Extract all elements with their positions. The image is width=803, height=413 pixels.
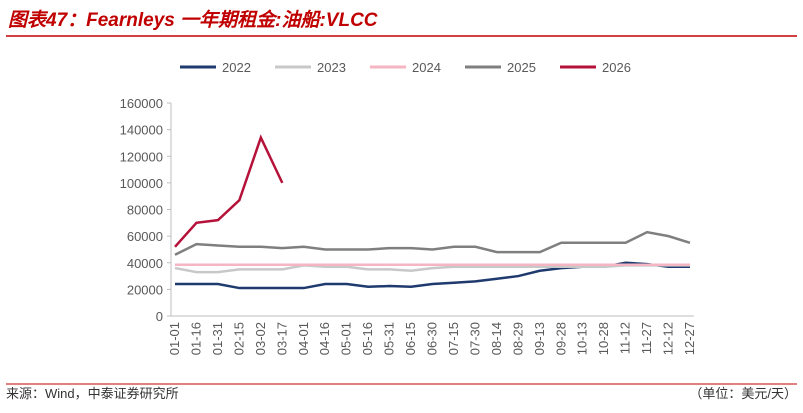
- x-tick-label: 02-15: [231, 322, 246, 355]
- series-line: [174, 230, 691, 256]
- y-tick-label: 140000: [120, 123, 163, 138]
- x-tick-label: 05-16: [360, 322, 375, 355]
- series-line: [174, 134, 284, 248]
- x-tick-label: 10-13: [575, 322, 590, 355]
- legend-label: 2024: [412, 60, 441, 75]
- x-tick-label: 08-29: [510, 322, 525, 355]
- y-tick-label: 160000: [120, 96, 163, 111]
- x-tick-label: 01-31: [210, 322, 225, 355]
- legend-label: 2023: [317, 60, 346, 75]
- y-tick-label: 20000: [127, 282, 163, 297]
- legend-label: 2026: [602, 60, 631, 75]
- x-tick-label: 08-14: [489, 322, 504, 355]
- source: 来源：Wind，中泰证券研究所: [6, 386, 179, 401]
- x-tick-label: 03-17: [274, 322, 289, 355]
- x-tick-label: 12-27: [682, 322, 697, 355]
- x-tick-label: 07-30: [467, 322, 482, 355]
- y-tick-label: 40000: [127, 256, 163, 271]
- legend-label: 2022: [222, 60, 251, 75]
- y-tick-label: 60000: [127, 229, 163, 244]
- y-tick-label: 100000: [120, 176, 163, 191]
- legend-label: 2025: [507, 60, 536, 75]
- x-tick-label: 05-01: [339, 322, 354, 355]
- x-tick-label: 01-16: [188, 322, 203, 355]
- unit: （单位：美元/天）: [689, 386, 797, 401]
- x-tick-label: 11-12: [618, 322, 633, 354]
- x-tick-label: 06-30: [425, 322, 440, 355]
- x-tick-label: 10-28: [596, 322, 611, 355]
- y-tick-label: 80000: [127, 203, 163, 218]
- y-tick-label: 0: [156, 309, 163, 324]
- x-tick-label: 11-27: [639, 322, 654, 354]
- x-tick-label: 03-02: [253, 322, 268, 355]
- x-tick-label: 09-13: [532, 322, 547, 355]
- x-tick-label: 06-15: [403, 322, 418, 355]
- y-tick-label: 120000: [120, 149, 163, 164]
- x-tick-label: 12-12: [661, 322, 676, 355]
- x-tick-label: 01-01: [167, 322, 182, 355]
- x-tick-label: 04-16: [317, 322, 332, 355]
- series-line: [174, 264, 690, 274]
- chart-title: 图表47：Fearnleys 一年期租金:油船:VLCC: [8, 9, 378, 31]
- x-tick-label: 09-28: [553, 322, 568, 355]
- x-tick-label: 05-31: [382, 322, 397, 355]
- x-tick-label: 04-01: [296, 322, 311, 355]
- x-tick-label: 07-15: [446, 322, 461, 355]
